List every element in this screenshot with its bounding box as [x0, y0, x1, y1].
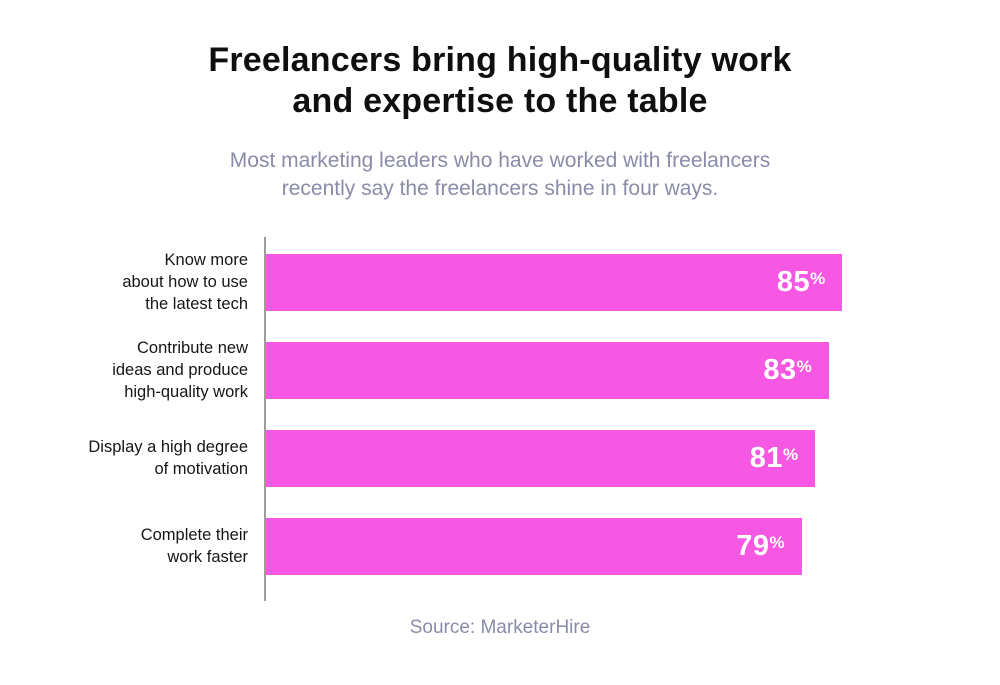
- y-axis-line: [264, 236, 266, 601]
- bar-value-number: 79: [736, 530, 770, 563]
- bar: 83%: [266, 342, 829, 400]
- bar-value-percent-sign: %: [796, 357, 812, 377]
- source-caption: Source: MarketerHire: [409, 616, 591, 638]
- bar: 79%: [266, 518, 802, 576]
- bar-category-label: Know more about how to use the latest te…: [122, 251, 248, 313]
- bar-value-number: 85: [776, 266, 811, 299]
- bar-value-percent-sign: %: [783, 445, 799, 465]
- chart-subtitle: Most marketing leaders who have worked w…: [229, 148, 771, 200]
- bar-value-percent-sign: %: [810, 269, 826, 289]
- bar-chart: Know more about how to use the latest te…: [64, 236, 944, 601]
- bar-value-label: 79%: [736, 532, 784, 561]
- bar-value-label: 81%: [750, 444, 798, 473]
- bar-row: Know more about how to use the latest te…: [64, 239, 944, 327]
- bar-category-label: Complete their work faster: [140, 526, 248, 566]
- bar-row: Contribute new ideas and produce high-qu…: [64, 327, 944, 415]
- bar-row: Complete their work faster 79%: [64, 503, 944, 591]
- bar-value-percent-sign: %: [769, 533, 785, 553]
- bar-row: Display a high degree of motivation 81%: [64, 415, 944, 503]
- bar-track: 85%: [264, 254, 944, 312]
- bar-value-label: 83%: [763, 356, 811, 385]
- bar-track: 83%: [264, 342, 944, 400]
- bar-value-label: 85%: [777, 268, 825, 297]
- bar-value-number: 81: [749, 442, 784, 475]
- bar-track: 79%: [264, 518, 944, 576]
- bar-track: 81%: [264, 430, 944, 488]
- bar: 81%: [266, 430, 816, 488]
- bar-category-label: Display a high degree of motivation: [88, 438, 248, 478]
- bar: 85%: [266, 254, 843, 312]
- chart-title: Freelancers bring high-quality work and …: [208, 41, 792, 121]
- bar-category-label: Contribute new ideas and produce high-qu…: [112, 339, 248, 401]
- bar-value-number: 83: [763, 354, 797, 387]
